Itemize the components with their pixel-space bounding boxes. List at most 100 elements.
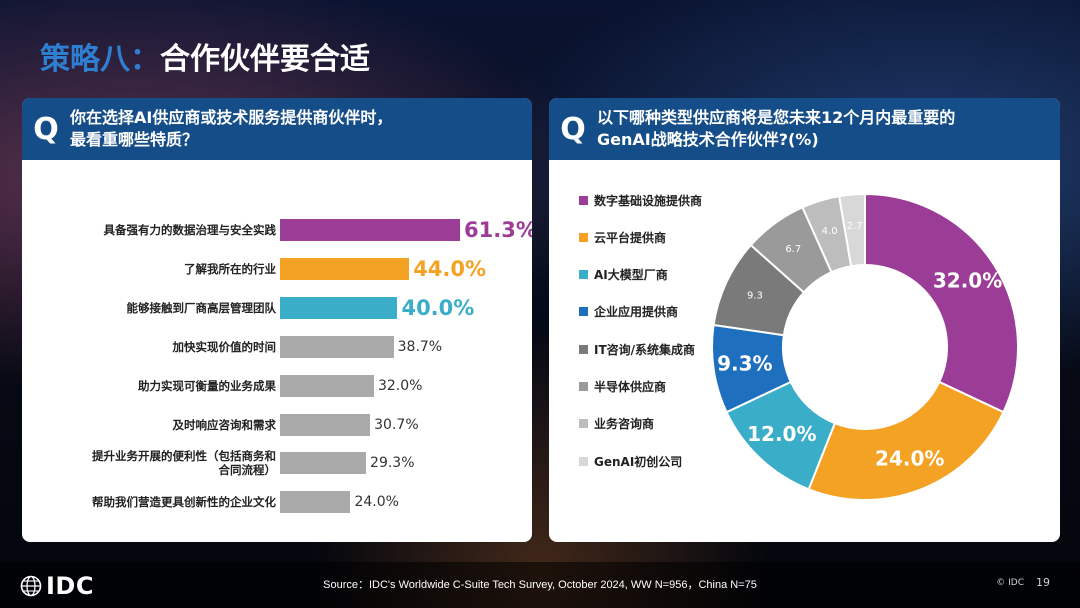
bar-category-line: 了解我所在的行业 [184,261,276,276]
right-q-mark: Q [560,111,586,147]
legend-swatch [579,195,588,205]
copyright: © IDC [996,578,1024,588]
donut-slice-label: 9.3% [717,351,772,375]
legend-item: 企业应用提供商 [579,302,678,322]
donut-slice-label: 2.7 [847,221,863,232]
legend-label: GenAI初创公司 [594,454,683,469]
legend-swatch [579,232,588,242]
legend-label: 云平台提供商 [594,230,667,245]
legend-label: IT咨询/系统集成商 [594,342,696,357]
legend-item: AI大模型厂商 [579,265,668,285]
bar-value-label: 61.3% [464,218,532,242]
bar [280,413,371,436]
donut-slice [864,192,1019,414]
bar-value-label: 40.0% [401,295,475,320]
donut-slice-label: 32.0% [933,268,1002,292]
right-question-line2: GenAI战略技术合作伙伴?(%) [597,130,819,149]
bar [280,219,460,241]
donut-chart: 32.0% 24.0% 12.0% 9.3% 9.3 6.7 4.0 2.7 [711,192,1019,501]
footer: IDC Source：IDC's Worldwide C-Suite Tech … [0,562,1080,608]
legend-item: 业务咨询商 [579,414,654,434]
legend-swatch [579,456,588,466]
legend-item: 半导体供应商 [579,377,666,397]
bar-row: 助力实现可衡量的业务成果 32.0% [22,370,532,402]
left-question-line1: 你在选择AI供应商或技术服务提供商伙伴时， [70,108,393,127]
bar-row: 了解我所在的行业 44.0% [22,253,532,285]
idc-logo: IDC [20,572,94,600]
bar [280,296,398,319]
legend-item: IT咨询/系统集成商 [579,339,695,359]
legend-item: GenAI初创公司 [579,451,682,471]
right-question-header: Q 以下哪种类型供应商将是您未来12个月内最重要的 GenAI战略技术合作伙伴?… [549,98,1060,160]
bar-row: 帮助我们营造更具创新性的企业文化 24.0% [22,486,532,518]
bar-category-label: 了解我所在的行业 [26,253,276,285]
legend-label: 数字基础设施提供商 [594,193,703,208]
bar [280,452,367,475]
bar-category-line: 能够接触到厂商高层管理团队 [126,300,277,315]
title-accent: 策略八： [40,42,160,77]
bar-value-label: 29.3% [370,455,415,472]
left-question-line2: 最看重哪些特质？ [70,130,199,149]
idc-logo-text: IDC [46,572,94,600]
right-question: 以下哪种类型供应商将是您未来12个月内最重要的 GenAI战略技术合作伙伴?(%… [597,107,967,151]
right-panel: Q 以下哪种类型供应商将是您未来12个月内最重要的 GenAI战略技术合作伙伴?… [549,98,1060,542]
bar-category-line: 具备强有力的数据治理与安全实践 [103,223,277,237]
bar-row: 及时响应咨询和需求 30.7% [22,409,532,441]
legend-label: 业务咨询商 [594,417,655,432]
legend-label: AI大模型厂商 [594,268,668,283]
legend-item: 数字基础设施提供商 [579,190,702,210]
legend-label: 半导体供应商 [594,380,667,394]
bar-row: 加快实现价值的时间 38.7% [22,331,532,363]
bar-row: 具备强有力的数据治理与安全实践 61.3% [22,214,533,246]
donut-slice-label: 9.3 [747,291,763,302]
bar-category-label: 及时响应咨询和需求 [26,409,277,441]
bar [280,257,410,280]
legend-swatch [579,270,588,280]
bar-value-label: 44.0% [413,256,487,281]
bar [280,335,394,358]
page-number: 19 [1036,576,1050,589]
bar-row: 能够接触到厂商高层管理团队 40.0% [22,292,532,324]
bar-chart: 具备强有力的数据治理与安全实践 61.3% 了解我所在的行业 44.0% 能够接触到厂商… [22,160,532,542]
legend-item: 云平台提供商 [579,227,666,247]
legend-swatch [579,382,588,391]
bar-category-label: 提升业务开展的便利性（包括商务和 合同流程） [26,447,276,479]
left-question: 你在选择AI供应商或技术服务提供商伙伴时， 最看重哪些特质？ [70,107,404,151]
donut-slice-label: 24.0% [875,446,944,470]
donut-slice [807,380,1005,501]
bar-category-label: 助力实现可衡量的业务成果 [26,370,276,402]
bar-category-label: 具备强有力的数据治理与安全实践 [26,214,277,246]
right-question-line1: 以下哪种类型供应商将是您未来12个月内最重要的 [597,108,956,127]
bar-category-line: 助力实现可衡量的业务成果 [138,378,276,393]
bar-value-label: 24.0% [354,494,399,511]
bar [280,491,351,514]
bar-value-label: 32.0% [377,377,423,394]
legend-swatch [579,419,588,429]
donut-slice-label: 4.0 [822,226,838,237]
bar [280,374,374,397]
idc-globe-icon [20,575,42,597]
legend-label: 企业应用提供商 [594,305,679,320]
left-q-mark: Q [33,111,59,147]
donut-slice-label: 12.0% [747,422,816,446]
bar-category-label: 能够接触到厂商高层管理团队 [26,292,277,324]
bar-category-label: 加快实现价值的时间 [26,331,277,363]
bar-category-line: 及时响应咨询和需求 [172,417,277,432]
donut-slice [838,192,866,268]
bar-value-label: 38.7% [397,338,443,355]
legend-swatch [579,307,588,317]
title-main: 合作伙伴要合适 [160,42,370,77]
legend-swatch [579,344,588,354]
bar-category-line: 合同流程） [218,463,277,478]
bar-row: 提升业务开展的便利性（包括商务和 合同流程） 29.3% [22,447,532,479]
bar-category-line: 提升业务开展的便利性（包括商务和 [92,449,276,464]
donut-slice-label: 6.7 [785,244,801,255]
bar-value-label: 30.7% [374,416,419,433]
page-title: 策略八： 合作伙伴要合适 [40,38,370,82]
source-note: Source：IDC's Worldwide C-Suite Tech Surv… [323,579,757,591]
left-question-header: Q 你在选择AI供应商或技术服务提供商伙伴时， 最看重哪些特质？ [22,98,532,160]
bar-category-label: 帮助我们营造更具创新性的企业文化 [26,486,276,518]
bar-category-line: 帮助我们营造更具创新性的企业文化 [92,495,276,510]
bar-category-line: 加快实现价值的时间 [172,339,277,354]
left-panel: Q 你在选择AI供应商或技术服务提供商伙伴时， 最看重哪些特质？ 具备强有力的数… [22,98,532,542]
